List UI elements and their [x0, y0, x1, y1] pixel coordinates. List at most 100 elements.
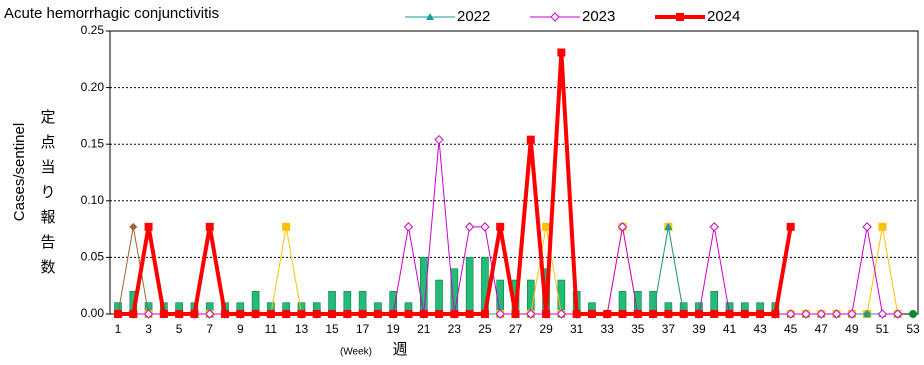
series-marker — [403, 222, 414, 232]
series-marker — [328, 310, 337, 318]
x-tick-label: 9 — [237, 322, 244, 336]
series-marker — [877, 309, 888, 319]
legend-label: 2023 — [582, 8, 615, 25]
x-tick-label: 35 — [631, 322, 645, 336]
series-marker — [343, 310, 352, 318]
x-tick-label: 29 — [539, 322, 553, 336]
series-marker — [282, 310, 291, 318]
x-tick-label: 27 — [509, 322, 523, 336]
bar — [557, 279, 566, 315]
y-axis-label: Cases/sentinel — [11, 123, 28, 221]
series-marker — [419, 310, 428, 318]
x-axis-label-ja: 週 — [392, 341, 407, 358]
series-marker — [526, 135, 535, 144]
series-marker — [312, 310, 321, 318]
series-marker — [143, 309, 154, 319]
x-axis-label: (Week) — [340, 347, 372, 358]
legend-label: 2022 — [457, 8, 490, 25]
x-tick-label: 5 — [176, 322, 183, 336]
bar — [526, 279, 535, 315]
series-marker — [771, 310, 780, 318]
series-marker — [450, 310, 459, 318]
x-tick-label: 15 — [325, 322, 339, 336]
legend-label: 2024 — [707, 8, 740, 25]
series-marker — [464, 222, 475, 232]
x-tick-label: 33 — [601, 322, 615, 336]
x-tick-label: 17 — [356, 322, 370, 336]
series-marker — [236, 310, 245, 318]
series-marker — [633, 310, 642, 318]
y-axis-label-ja: 定点当り報告数 — [40, 109, 55, 276]
series-marker — [740, 310, 749, 318]
series-marker — [862, 222, 872, 232]
series-marker — [389, 310, 398, 318]
series-marker — [909, 310, 917, 318]
series-marker — [542, 310, 551, 318]
series-marker — [725, 310, 734, 318]
x-tick-label: 19 — [387, 322, 401, 336]
series-marker — [159, 310, 168, 318]
x-tick-label: 39 — [692, 322, 706, 336]
series-marker — [587, 310, 596, 318]
series-marker — [878, 222, 887, 231]
chart-title: Acute hemorrhagic conjunctivitis — [4, 5, 219, 22]
series-marker — [511, 310, 520, 318]
plot-frame — [109, 30, 919, 315]
x-tick-label: 11 — [265, 322, 278, 336]
series-marker — [679, 310, 688, 318]
series-marker — [144, 222, 153, 231]
series-marker — [496, 222, 505, 231]
x-tick-label: 47 — [815, 322, 829, 336]
x-tick-label: 51 — [876, 322, 890, 336]
series-marker — [205, 222, 214, 231]
series-marker — [664, 222, 673, 230]
series-marker — [129, 222, 138, 231]
x-tick-label: 49 — [845, 322, 859, 336]
series-marker — [847, 309, 857, 319]
x-tick-label: 25 — [478, 322, 492, 336]
bar — [496, 279, 505, 315]
series-marker — [649, 310, 658, 318]
series-marker — [434, 134, 444, 145]
series-marker — [297, 310, 306, 318]
series-marker — [190, 310, 199, 318]
legend-marker — [550, 12, 560, 22]
x-tick-label: 1 — [115, 322, 122, 336]
series-marker — [709, 222, 719, 232]
x-tick-label: 45 — [784, 322, 798, 336]
y-tick-label: 0.05 — [81, 250, 105, 264]
series-marker — [266, 310, 275, 318]
series-marker — [282, 222, 291, 231]
series-marker — [251, 310, 260, 318]
x-tick-label: 3 — [145, 322, 152, 336]
series-marker — [556, 309, 567, 319]
bar — [465, 257, 474, 315]
x-tick-label: 21 — [417, 322, 431, 336]
x-tick-label: 13 — [295, 322, 309, 336]
series-marker — [526, 309, 536, 319]
x-tick-label: 41 — [723, 322, 737, 336]
y-tick-label: 0.15 — [81, 136, 105, 150]
x-tick-label: 23 — [448, 322, 462, 336]
legend-marker — [426, 13, 434, 20]
y-tick-label: 0.25 — [81, 23, 105, 37]
series-marker — [893, 309, 903, 319]
series-marker — [785, 309, 796, 319]
y-tick-label: 0.00 — [81, 306, 105, 320]
series-marker — [618, 310, 627, 318]
x-tick-label: 53 — [906, 322, 920, 336]
series-marker — [572, 310, 581, 318]
series-marker — [786, 222, 795, 231]
x-tick-label: 7 — [206, 322, 213, 336]
series-marker — [358, 310, 367, 318]
series-marker — [617, 222, 628, 232]
series-marker — [205, 309, 215, 319]
series-marker — [480, 310, 489, 318]
x-tick-label: 43 — [753, 322, 767, 336]
x-tick-label: 37 — [662, 322, 676, 336]
series-marker — [465, 310, 474, 318]
series-marker — [831, 309, 842, 319]
series-marker — [221, 310, 230, 318]
series-marker — [816, 309, 826, 319]
bar — [435, 279, 443, 315]
